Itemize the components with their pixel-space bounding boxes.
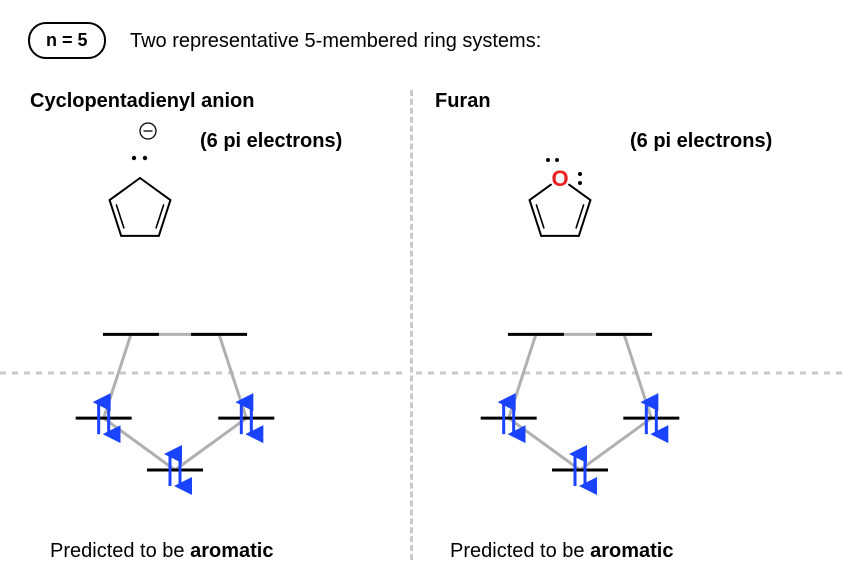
svg-text:O: O	[551, 166, 568, 191]
diagram-canvas: O	[0, 0, 848, 584]
